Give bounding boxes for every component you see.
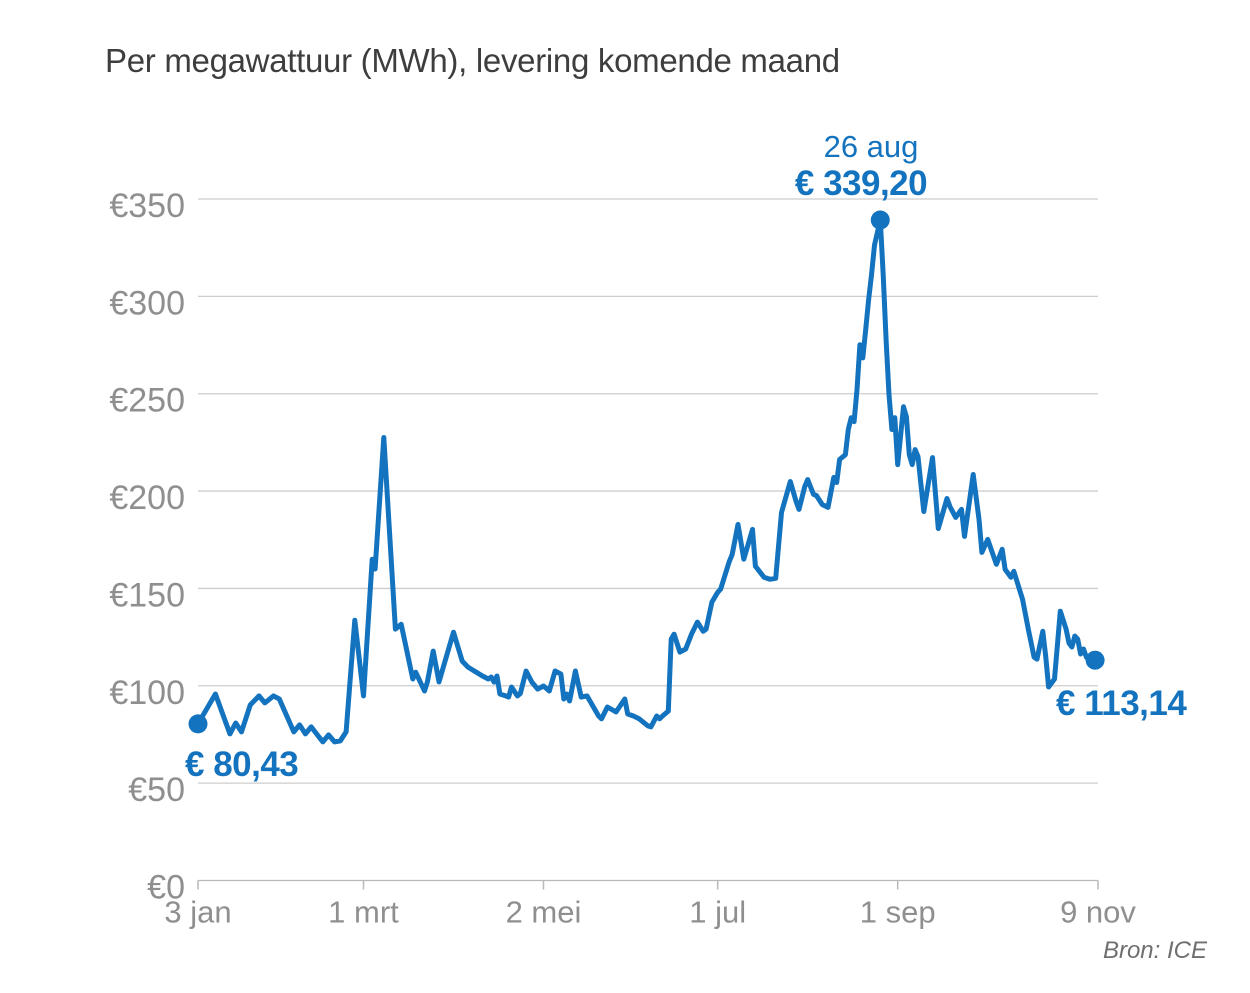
x-tick-label: 1 mrt bbox=[328, 895, 399, 930]
x-tick-label: 1 jul bbox=[689, 895, 746, 930]
y-tick-label: €0 bbox=[147, 869, 185, 907]
peak-date-label: 26 aug bbox=[823, 129, 919, 164]
x-tick-label: 1 sep bbox=[860, 895, 936, 930]
start-dot bbox=[188, 714, 208, 734]
y-tick-label: €100 bbox=[109, 674, 185, 712]
source-credit: Bron: ICE bbox=[1102, 937, 1207, 964]
chart-title: Per megawattuur (MWh), levering komende … bbox=[105, 42, 840, 79]
y-tick-label: €300 bbox=[109, 284, 185, 322]
end-price-label: € 113,14 bbox=[1056, 684, 1187, 723]
y-tick-label: €150 bbox=[109, 576, 185, 614]
x-tick-label: 3 jan bbox=[164, 895, 231, 930]
x-tick-label: 9 nov bbox=[1060, 895, 1136, 930]
y-tick-label: €200 bbox=[109, 479, 185, 517]
x-tick-label: 2 mei bbox=[506, 895, 582, 930]
start-price-label: € 80,43 bbox=[185, 745, 299, 784]
y-tick-label: €50 bbox=[128, 771, 185, 809]
peak-dot bbox=[870, 210, 890, 230]
y-tick-label: €350 bbox=[109, 187, 185, 225]
price-line bbox=[195, 217, 1098, 745]
end-dot bbox=[1085, 650, 1105, 670]
y-tick-label: €250 bbox=[109, 382, 185, 420]
peak-price-label: € 339,20 bbox=[794, 164, 928, 203]
